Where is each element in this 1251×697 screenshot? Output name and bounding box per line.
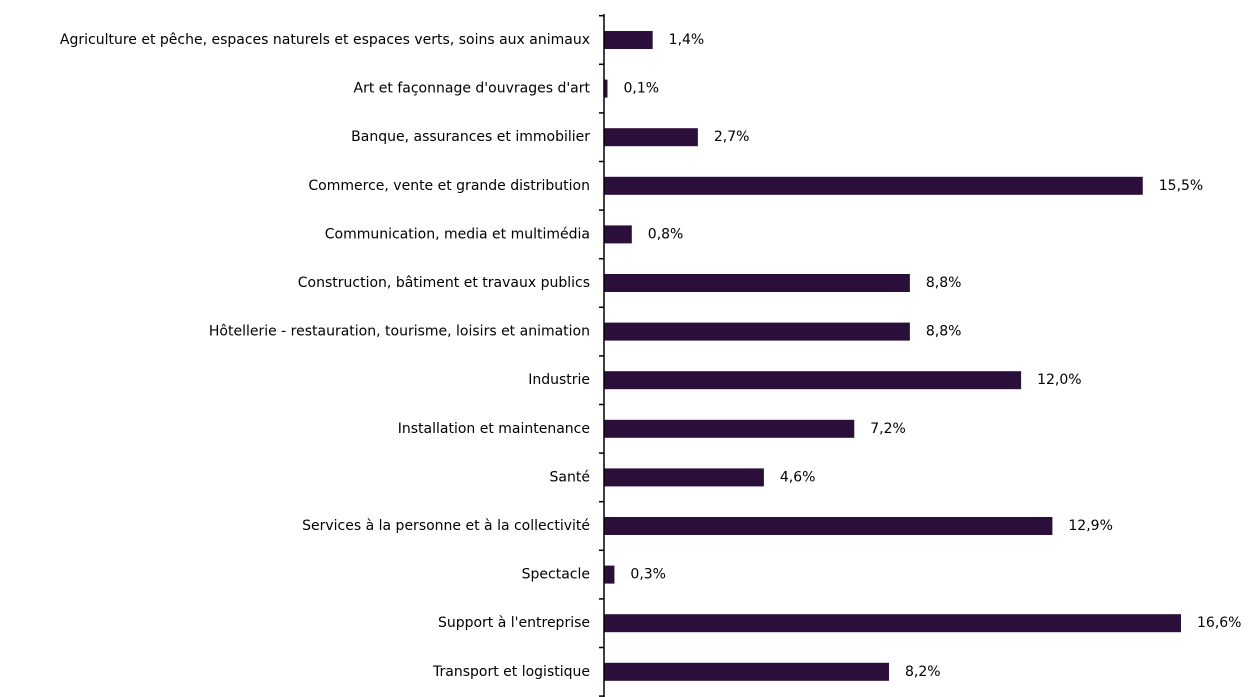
value-label: 16,6% xyxy=(1197,615,1241,631)
category-label: Santé xyxy=(550,469,590,485)
bar xyxy=(604,79,608,98)
category-label: Construction, bâtiment et travaux public… xyxy=(298,275,590,291)
bar xyxy=(604,565,615,584)
value-label: 0,3% xyxy=(630,567,666,583)
bar xyxy=(604,662,890,681)
bar xyxy=(604,371,1022,390)
category-label: Support à l'entreprise xyxy=(438,615,590,631)
bar xyxy=(604,176,1143,195)
bar xyxy=(604,31,653,49)
value-label: 15,5% xyxy=(1159,178,1203,194)
value-label: 12,0% xyxy=(1037,372,1081,388)
value-labels: 1,4% 0,1% 2,7% 15,5% 0,8% 8,8% 8,8% 12,0% 7,2% 4,… xyxy=(623,32,1241,680)
category-labels: Agriculture et pêche, espaces naturels e… xyxy=(60,32,591,680)
value-label: 0,1% xyxy=(623,81,659,97)
bar xyxy=(604,419,855,438)
value-label: 1,4% xyxy=(669,32,705,48)
bar xyxy=(604,274,910,292)
category-label: Services à la personne et à la collectiv… xyxy=(302,518,590,534)
bar xyxy=(604,322,910,341)
category-label: Commerce, vente et grande distribution xyxy=(308,178,590,194)
category-label: Hôtellerie - restauration, tourisme, loi… xyxy=(209,324,590,340)
category-label: Agriculture et pêche, espaces naturels e… xyxy=(60,32,590,48)
bar xyxy=(604,468,764,487)
category-label: Art et façonnage d'ouvrages d'art xyxy=(354,81,591,97)
value-label: 12,9% xyxy=(1068,518,1112,534)
category-label: Industrie xyxy=(528,372,590,388)
bar xyxy=(604,128,698,147)
value-label: 8,8% xyxy=(926,324,962,340)
value-label: 8,8% xyxy=(926,275,962,291)
value-label: 2,7% xyxy=(714,129,750,145)
value-label: 8,2% xyxy=(905,664,941,680)
value-label: 4,6% xyxy=(780,469,816,485)
bar xyxy=(604,517,1053,535)
ticks-layer xyxy=(599,14,604,697)
category-label: Installation et maintenance xyxy=(398,421,590,437)
category-label: Spectacle xyxy=(522,567,590,583)
bars-layer xyxy=(604,31,1181,681)
category-label: Transport et logistique xyxy=(432,664,590,680)
value-label: 0,8% xyxy=(648,226,684,242)
bar xyxy=(604,225,632,244)
category-label: Communication, media et multimédia xyxy=(325,226,590,242)
bar xyxy=(604,614,1181,633)
value-label: 7,2% xyxy=(870,421,906,437)
category-label: Banque, assurances et immobilier xyxy=(351,129,590,145)
